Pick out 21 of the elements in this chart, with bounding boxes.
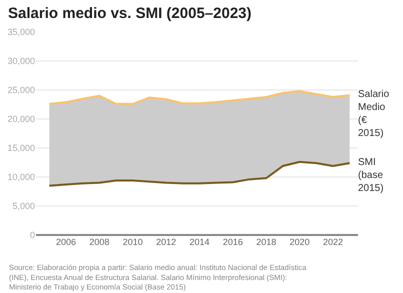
y-tick-label: 10,000 bbox=[7, 172, 35, 182]
x-tick-label: 2020 bbox=[290, 237, 310, 247]
y-tick-label: 0 bbox=[30, 230, 35, 240]
y-tick-label: 20,000 bbox=[7, 114, 35, 124]
y-tick-label: 30,000 bbox=[7, 56, 35, 66]
x-tick-label: 2014 bbox=[189, 237, 210, 247]
x-tick-label: 2012 bbox=[156, 237, 176, 247]
chart-title: Salario medio vs. SMI (2005–2023) bbox=[8, 4, 252, 22]
x-tick-label: 2022 bbox=[322, 237, 343, 247]
x-tick-label: 2006 bbox=[56, 237, 76, 247]
y-tick-label: 25,000 bbox=[7, 85, 35, 96]
y-tick-label: 5,000 bbox=[12, 201, 35, 212]
y-tick-label: 15,000 bbox=[7, 143, 35, 154]
line-series bbox=[48, 160, 351, 187]
series-label: SMI (base 2015) bbox=[358, 157, 384, 194]
series-label: Salario Medio (€ 2015) bbox=[358, 89, 390, 139]
y-tick-label: 35,000 bbox=[7, 27, 35, 38]
x-tick-label: 2018 bbox=[256, 237, 276, 247]
x-tick-label: 2010 bbox=[122, 237, 143, 247]
x-tick-label: 2008 bbox=[89, 237, 110, 247]
x-tick-label: 2016 bbox=[222, 237, 243, 247]
